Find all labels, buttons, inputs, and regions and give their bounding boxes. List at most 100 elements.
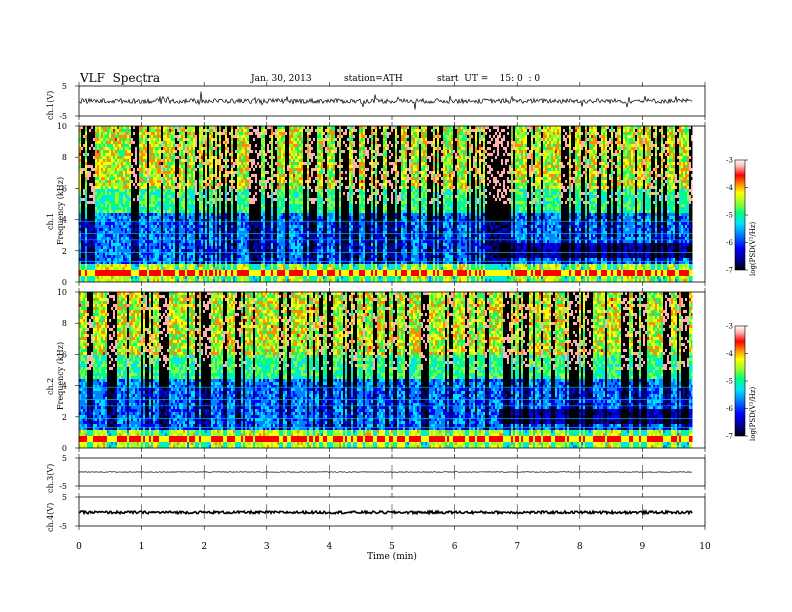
spectrogram-cell <box>251 276 253 279</box>
spectrogram-cell <box>125 129 127 132</box>
spectrogram-cell <box>201 210 203 213</box>
spectrogram-cell <box>155 231 157 234</box>
spectrogram-cell <box>259 270 261 273</box>
spectrogram-cell <box>179 213 181 216</box>
spectrogram-cell <box>143 258 145 261</box>
spectrogram-cell <box>131 174 133 177</box>
spectrogram-cell <box>165 183 167 186</box>
spectrogram-cell <box>137 162 139 165</box>
spectrogram-cell <box>155 270 157 273</box>
spectrogram-cell <box>153 261 155 264</box>
spectrogram-cell <box>181 186 183 189</box>
spectrogram-cell <box>227 276 229 279</box>
spectrogram-cell <box>193 138 195 141</box>
spectrogram-cell <box>189 174 191 177</box>
spectrogram-cell <box>99 177 101 180</box>
spectrogram-cell <box>239 270 241 273</box>
spectrogram-cell <box>149 156 151 159</box>
spectrogram-cell <box>215 183 217 186</box>
spectrogram-cell <box>165 243 167 246</box>
spectrogram-cell <box>181 258 183 261</box>
spectrogram-cell <box>149 171 151 174</box>
spectrogram-cell <box>189 225 191 228</box>
spectrogram-cell <box>199 147 201 150</box>
spectrogram-cell <box>125 255 127 258</box>
spectrogram-cell <box>141 243 143 246</box>
spectrogram-cell <box>99 249 101 252</box>
spectrogram-cell <box>147 192 149 195</box>
spectrogram-cell <box>109 216 111 219</box>
spectrogram-cell <box>201 186 203 189</box>
spectrogram-cell <box>215 138 217 141</box>
spectrogram-cell <box>79 174 81 177</box>
spectrogram-cell <box>251 264 253 267</box>
spectrogram-cell <box>155 165 157 168</box>
spectrogram-cell <box>107 186 109 189</box>
spectrogram-cell <box>261 135 263 138</box>
spectrogram-cell <box>267 198 269 201</box>
spectrogram-cell <box>121 165 123 168</box>
spectrogram-cell <box>171 276 173 279</box>
spectrogram-cell <box>83 270 85 273</box>
spectrogram-cell <box>249 237 251 240</box>
spectrogram-cell <box>269 252 271 255</box>
spectrogram-cell <box>237 279 239 282</box>
spectrogram-cell <box>167 198 169 201</box>
spectrogram-cell <box>101 216 103 219</box>
spectrogram-cell <box>215 255 217 258</box>
spectrogram-cell <box>197 270 199 273</box>
spectrogram-cell <box>207 216 209 219</box>
spectrogram-cell <box>237 249 239 252</box>
spectrogram-cell <box>191 222 193 225</box>
spectrogram-cell <box>249 159 251 162</box>
spectrogram-cell <box>241 213 243 216</box>
spectrogram-cell <box>217 177 219 180</box>
spectrogram-cell <box>201 126 203 129</box>
spectrogram-cell <box>257 126 259 129</box>
spectrogram-cell <box>115 225 117 228</box>
spectrogram-cell <box>145 207 147 210</box>
spectrogram-cell <box>187 186 189 189</box>
spectrogram-cell <box>145 153 147 156</box>
spectrogram-cell <box>265 189 267 192</box>
spectrogram-cell <box>253 234 255 237</box>
spectrogram-cell <box>135 147 137 150</box>
spectrogram-cell <box>215 171 217 174</box>
spectrogram-cell <box>267 192 269 195</box>
spectrogram-cell <box>93 276 95 279</box>
spectrogram-cell <box>95 267 97 270</box>
spectrogram-cell <box>209 225 211 228</box>
spectrogram-cell <box>95 138 97 141</box>
spectrogram-cell <box>213 126 215 129</box>
spectrogram-cell <box>143 138 145 141</box>
spectrogram-cell <box>185 189 187 192</box>
spectrogram-cell <box>175 258 177 261</box>
spectrogram-cell <box>253 138 255 141</box>
spectrogram-cell <box>167 219 169 222</box>
spectrogram-cell <box>89 171 91 174</box>
spectrogram-cell <box>125 252 127 255</box>
spectrogram-cell <box>95 264 97 267</box>
spectrogram-cell <box>189 144 191 147</box>
spectrogram-cell <box>155 276 157 279</box>
spectrogram-cell <box>199 231 201 234</box>
spectrogram-cell <box>189 168 191 171</box>
spectrogram-cell <box>123 252 125 255</box>
spectrogram-cell <box>255 174 257 177</box>
spectrogram-cell <box>127 249 129 252</box>
spectrogram-cell <box>173 204 175 207</box>
spectrogram-cell <box>257 135 259 138</box>
spectrogram-cell <box>133 276 135 279</box>
spectrogram-cell <box>215 228 217 231</box>
spectrogram-cell <box>119 147 121 150</box>
spectrogram-cell <box>229 267 231 270</box>
spectrogram-cell <box>159 129 161 132</box>
spectrogram-cell <box>115 156 117 159</box>
spectrogram-cell <box>89 207 91 210</box>
spectrogram-cell <box>243 261 245 264</box>
spectrogram-cell <box>171 138 173 141</box>
spectrogram-cell <box>89 147 91 150</box>
spectrogram-cell <box>121 141 123 144</box>
spectrogram-cell <box>155 153 157 156</box>
spectrogram-cell <box>107 255 109 258</box>
